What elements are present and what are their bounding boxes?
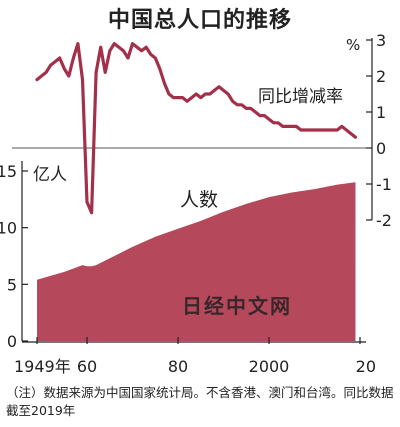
right-tick-label: 2 bbox=[376, 67, 386, 86]
x-tick-label: 2000 bbox=[249, 357, 290, 376]
footnote: （注）数据来源为中国国家统计局。不含香港、澳门和台湾。同比数据截至2019年 bbox=[6, 385, 394, 418]
right-tick-label: 1 bbox=[376, 103, 386, 122]
x-tick-label: 20 bbox=[356, 357, 376, 376]
right-tick-label: 0 bbox=[376, 139, 386, 158]
x-tick-label: 1949年 bbox=[14, 357, 71, 376]
right-tick-label: 3 bbox=[376, 31, 386, 50]
chart-title: 中国总人口的推移 bbox=[107, 8, 292, 33]
x-tick-label: 60 bbox=[77, 357, 97, 376]
population-area bbox=[37, 182, 356, 341]
left-tick-label: 0 bbox=[7, 332, 17, 351]
left-tick-label: 15 bbox=[0, 162, 17, 181]
right-tick-label: -1 bbox=[376, 175, 392, 194]
growth-rate-line bbox=[35, 42, 358, 215]
left-tick-label: 10 bbox=[0, 219, 17, 238]
watermark-logo: 日经中文网 bbox=[182, 294, 292, 318]
growth-rate-series-label: 同比增减率 bbox=[258, 87, 343, 107]
chart-axes bbox=[21, 38, 373, 344]
right-tick-label: -2 bbox=[376, 211, 392, 230]
growth-rate-line-layer bbox=[35, 42, 358, 215]
left-axis-unit: 亿人 bbox=[33, 165, 67, 185]
population-series-label: 人数 bbox=[180, 189, 218, 211]
population-area-layer bbox=[37, 182, 356, 341]
right-axis-unit: % bbox=[346, 36, 360, 54]
left-tick-label: 5 bbox=[7, 275, 17, 294]
x-tick-label: 80 bbox=[168, 357, 188, 376]
